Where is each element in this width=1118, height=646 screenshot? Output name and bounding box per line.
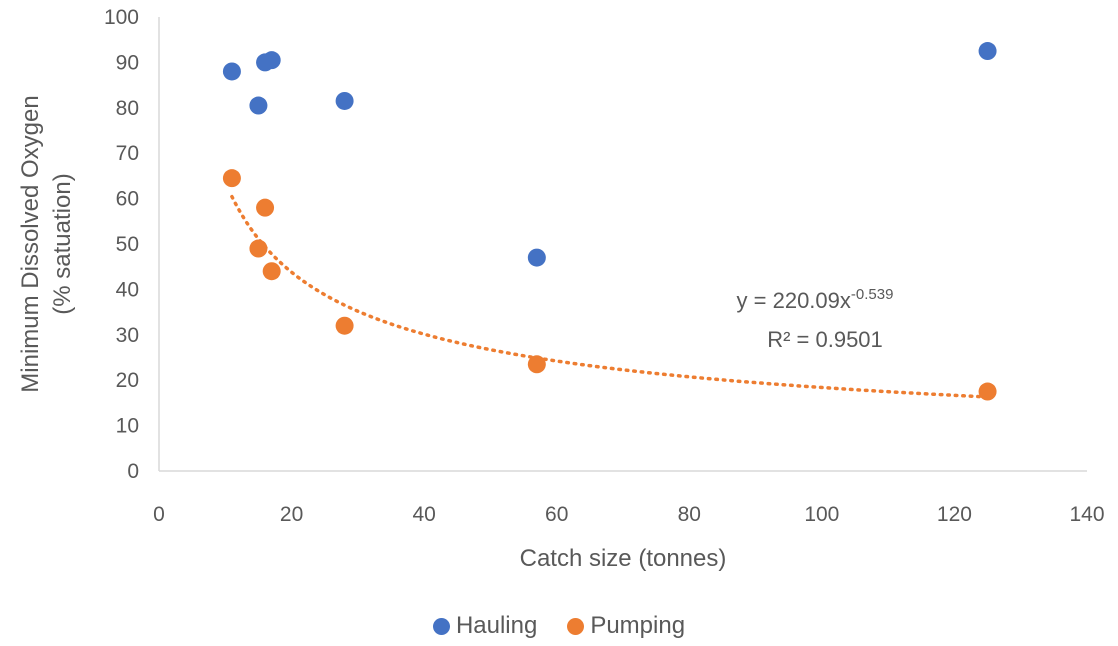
equation-exponent: -0.539: [851, 286, 894, 303]
y-tick-label: 40: [116, 278, 139, 301]
y-tick-label: 10: [116, 415, 139, 438]
legend: Hauling Pumping: [0, 612, 1118, 640]
legend-label-pumping: Pumping: [590, 612, 686, 639]
legend-marker-hauling: [432, 617, 450, 635]
data-point-hauling: [249, 96, 268, 115]
data-point-hauling: [978, 42, 997, 61]
x-tick-label: 140: [1069, 503, 1104, 526]
data-point-hauling: [222, 62, 241, 81]
legend-item-hauling: Hauling: [432, 612, 538, 640]
data-point-pumping: [222, 169, 241, 188]
scatter-chart: 0 10 20 30 40 50 60 70 80 90 100 0 20 40 60 80 100 120 14…: [17, 6, 1105, 572]
trendline-equation: y = 220.09x-0.539: [737, 286, 894, 313]
x-axis-title: Catch size (tonnes): [520, 545, 727, 572]
data-point-hauling: [262, 51, 281, 70]
y-tick-label: 100: [104, 6, 139, 29]
y-axis-title-line-1: Minimum Dissolved Oxygen: [17, 95, 44, 392]
data-point-pumping: [527, 355, 546, 374]
trendline-r-squared: R² = 0.9501: [767, 327, 883, 352]
y-tick-label: 60: [116, 188, 139, 211]
legend-item-pumping: Pumping: [567, 612, 685, 640]
x-tick-label: 20: [280, 503, 303, 526]
y-tick-label: 0: [127, 460, 139, 483]
x-tick-label: 120: [937, 503, 972, 526]
data-point-hauling: [335, 91, 354, 110]
x-tick-label: 60: [545, 503, 568, 526]
data-points: [222, 42, 997, 401]
y-tick-label: 30: [116, 324, 139, 347]
data-point-hauling: [527, 248, 546, 267]
x-tick-label: 80: [678, 503, 701, 526]
y-tick-label: 80: [116, 97, 139, 120]
equation-base: y = 220.09x: [737, 288, 851, 313]
data-point-pumping: [335, 316, 354, 335]
x-tick-label: 40: [412, 503, 435, 526]
trendline-pumping: [230, 194, 990, 399]
legend-label-hauling: Hauling: [455, 612, 538, 639]
data-point-pumping: [256, 198, 275, 217]
data-point-pumping: [262, 262, 281, 281]
legend-marker-pumping: [567, 617, 585, 635]
y-tick-labels: 0 10 20 30 40 50 60 70 80 90 100: [104, 6, 139, 483]
data-point-pumping: [249, 239, 268, 258]
x-tick-labels: 0 20 40 60 80 100 120 140: [153, 503, 1104, 526]
data-point-pumping: [978, 382, 997, 401]
y-tick-label: 90: [116, 51, 139, 74]
y-tick-label: 70: [116, 142, 139, 165]
y-tick-label: 20: [116, 369, 139, 392]
x-tick-label: 0: [153, 503, 165, 526]
x-tick-label: 100: [804, 503, 839, 526]
y-axis-title-line-2: (% satuation): [49, 173, 76, 314]
y-tick-label: 50: [116, 233, 139, 256]
axes: [158, 17, 1087, 472]
